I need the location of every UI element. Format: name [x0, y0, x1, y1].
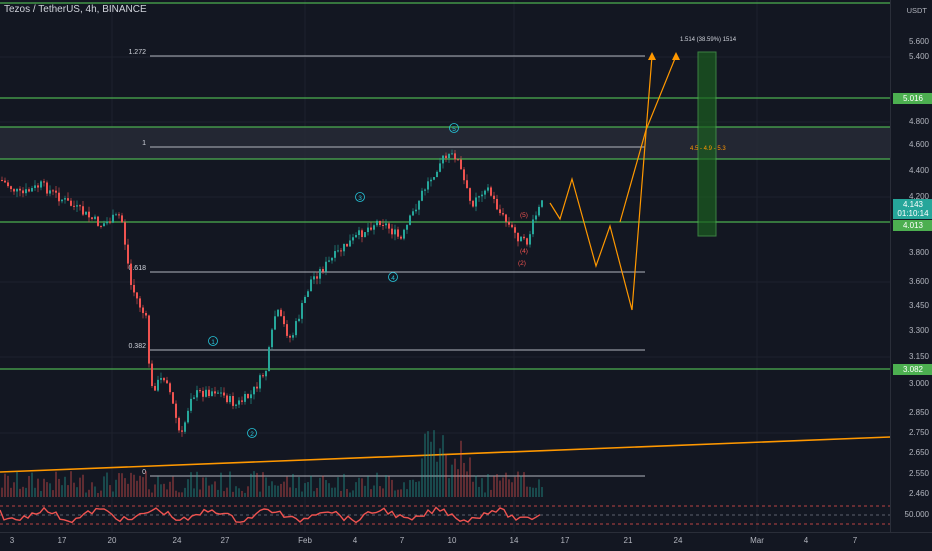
fib-label: 0 [142, 469, 146, 476]
wave-label: 1 [211, 339, 215, 346]
wave-label: (4) [520, 248, 528, 255]
wave-circle [247, 428, 257, 438]
price-label: 4.400 [908, 166, 929, 175]
price-label: 4.600 [908, 140, 929, 149]
price-label: 50.000 [904, 510, 929, 519]
time-label: 17 [57, 536, 67, 545]
price-tag: 5.016 [893, 93, 932, 104]
rsi-oscillator [0, 505, 890, 525]
price-label: 2.650 [908, 448, 929, 457]
time-axis[interactable]: 3 17 20 24 27 Feb 4 7 10 14 17 21 24 Mar 4 7 [0, 532, 932, 551]
target-box [697, 51, 717, 237]
symbol-title[interactable]: Tezos / TetherUS, 4h, BINANCE [4, 4, 147, 15]
price-label: 2.750 [908, 428, 929, 437]
wave-circle [449, 123, 459, 133]
time-label: 24 [172, 536, 182, 545]
resistance-zone [0, 127, 890, 159]
projection-arrows [648, 52, 680, 60]
price-label: 3.800 [908, 248, 929, 257]
wave-label: (2) [518, 260, 526, 267]
wave-label: 5 [452, 126, 456, 133]
price-tag: 4.013 [893, 220, 932, 231]
projection-path-alt [619, 55, 677, 223]
price-label: 4.200 [908, 192, 929, 201]
zone-annotation: 4.5 - 4.9 - 5.3 [690, 146, 726, 152]
time-label: 27 [220, 536, 230, 545]
price-tag: 01:10:14 [893, 208, 932, 219]
wave-circle [388, 272, 398, 282]
fib-label: 1 [142, 140, 146, 147]
fib-label: 1.272 [128, 49, 146, 56]
fib-label: 0.618 [128, 265, 146, 272]
price-label: 2.460 [908, 489, 929, 498]
wave-label: 4 [391, 275, 395, 282]
price-label: 3.150 [908, 352, 929, 361]
time-label: 17 [560, 536, 570, 545]
time-label: 10 [447, 536, 457, 545]
trend-line [0, 436, 890, 473]
price-label: 3.300 [908, 326, 929, 335]
wave-label: 2 [250, 431, 254, 438]
time-label: 24 [673, 536, 683, 545]
wave-label: (5) [520, 212, 528, 219]
wave-labels: 1 2 3 4 5 (5) (4) (2) [208, 123, 528, 438]
time-label: Feb [298, 536, 312, 545]
price-label: 3.600 [908, 277, 929, 286]
price-label: 3.450 [908, 301, 929, 310]
candles [1, 149, 543, 437]
price-label: 2.550 [908, 469, 929, 478]
wave-label: 3 [358, 195, 362, 202]
price-label: 5.400 [908, 52, 929, 61]
price-label: 4.800 [908, 117, 929, 126]
volume-bars [1, 430, 543, 497]
wave-circle [355, 192, 365, 202]
time-label: 7 [852, 536, 858, 545]
time-label: Mar [750, 536, 764, 545]
wave-circle [208, 336, 218, 346]
fib-label: 0.382 [128, 343, 146, 350]
time-label: 4 [352, 536, 358, 545]
time-label: 4 [803, 536, 809, 545]
price-tag: 3.082 [893, 364, 932, 375]
price-label: 5.600 [908, 37, 929, 46]
target-annotation: 1.514 (38.59%) 1514 [680, 37, 737, 43]
price-label: 2.850 [908, 408, 929, 417]
time-label: 14 [509, 536, 519, 545]
price-chart[interactable]: 1.272 1 0.618 0.382 0 1 2 3 4 5 (5) (4) (2) 1.514 (… [0, 0, 890, 532]
projection-path [549, 55, 653, 311]
time-label: 20 [107, 536, 117, 545]
fib-retracement: 1.272 1 0.618 0.382 0 [128, 49, 645, 477]
time-label: 21 [623, 536, 633, 545]
time-label: 3 [9, 536, 15, 545]
time-label: 7 [399, 536, 405, 545]
horizontal-levels [0, 2, 890, 370]
price-unit: USDT [906, 6, 927, 15]
price-label: 3.000 [908, 379, 929, 388]
price-axis[interactable]: USDT 5.600 5.400 4.800 4.600 4.400 4.200 3.800… [890, 0, 932, 532]
price-tag: 4.143 [893, 199, 932, 210]
